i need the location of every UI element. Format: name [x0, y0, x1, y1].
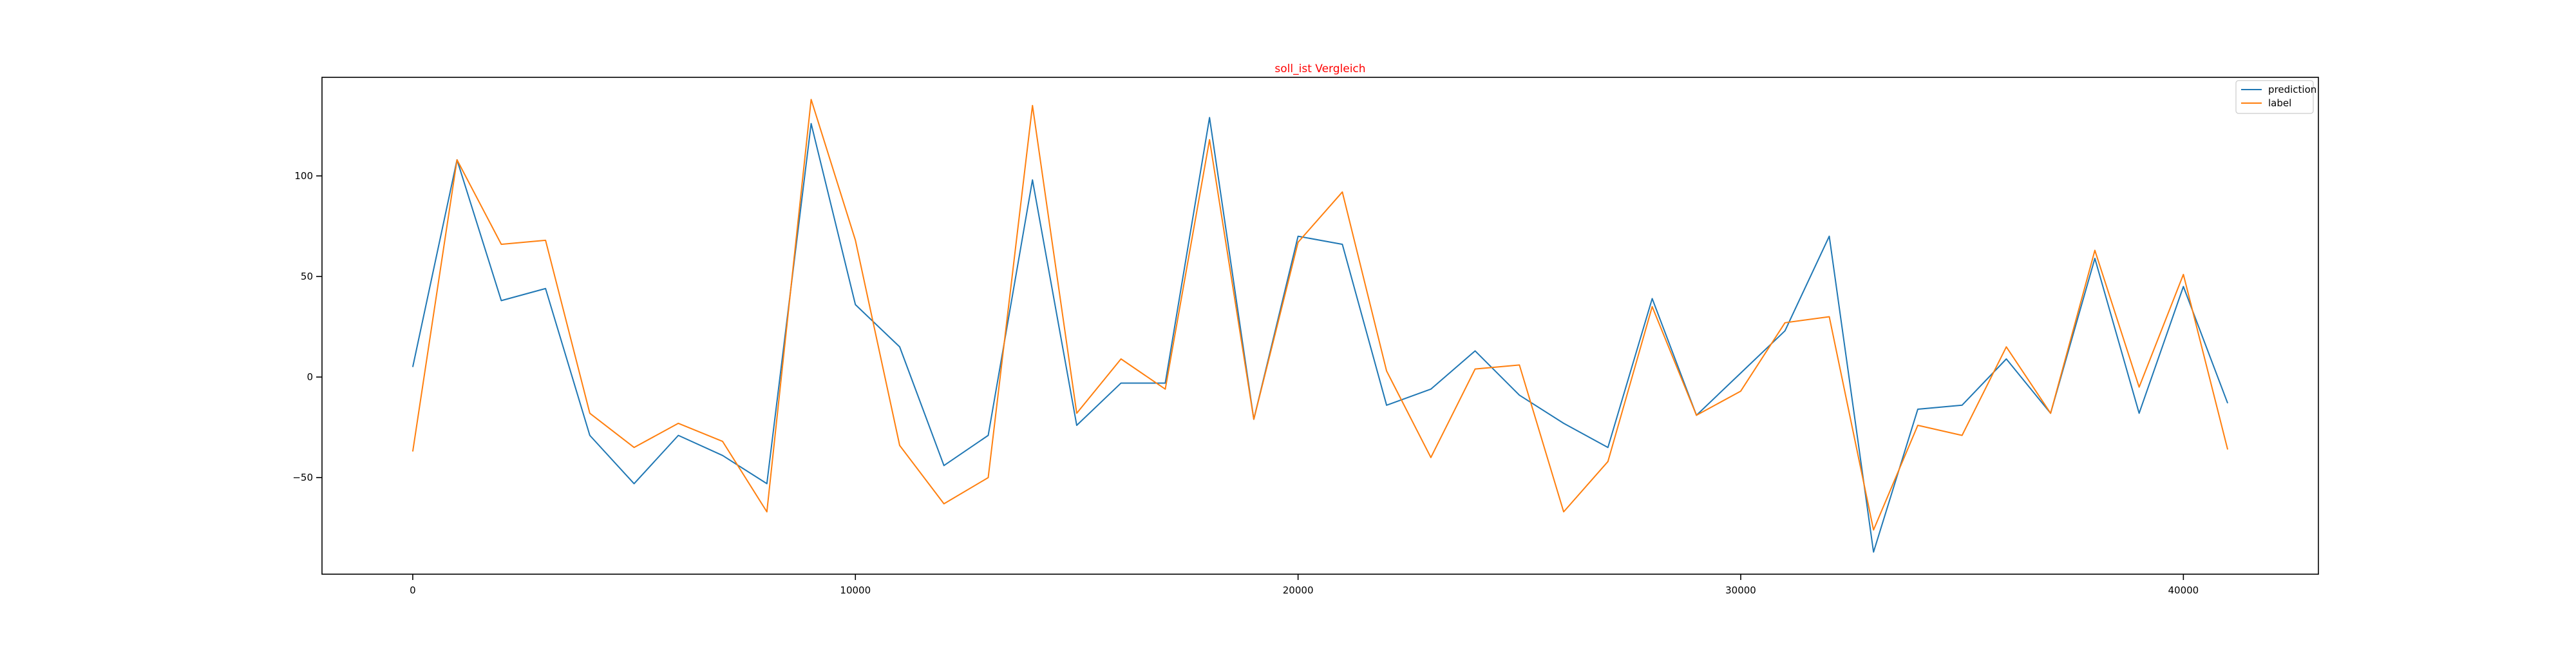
y-tick-label: 0 [307, 371, 313, 383]
y-tick-label: 100 [294, 170, 313, 182]
legend-label-label: label [2268, 97, 2291, 109]
legend: prediction label [2236, 81, 2316, 113]
legend-label-prediction: prediction [2268, 84, 2316, 95]
y-tick-label: −50 [292, 472, 313, 483]
y-tick-label: 50 [301, 271, 313, 282]
x-tick-label: 10000 [840, 584, 871, 596]
x-tick-label: 40000 [2168, 584, 2199, 596]
x-tick-label: 0 [410, 584, 416, 596]
x-tick-label: 20000 [1283, 584, 1314, 596]
x-tick-label: 30000 [1725, 584, 1756, 596]
chart-title: soll_ist Vergleich [1274, 63, 1365, 75]
